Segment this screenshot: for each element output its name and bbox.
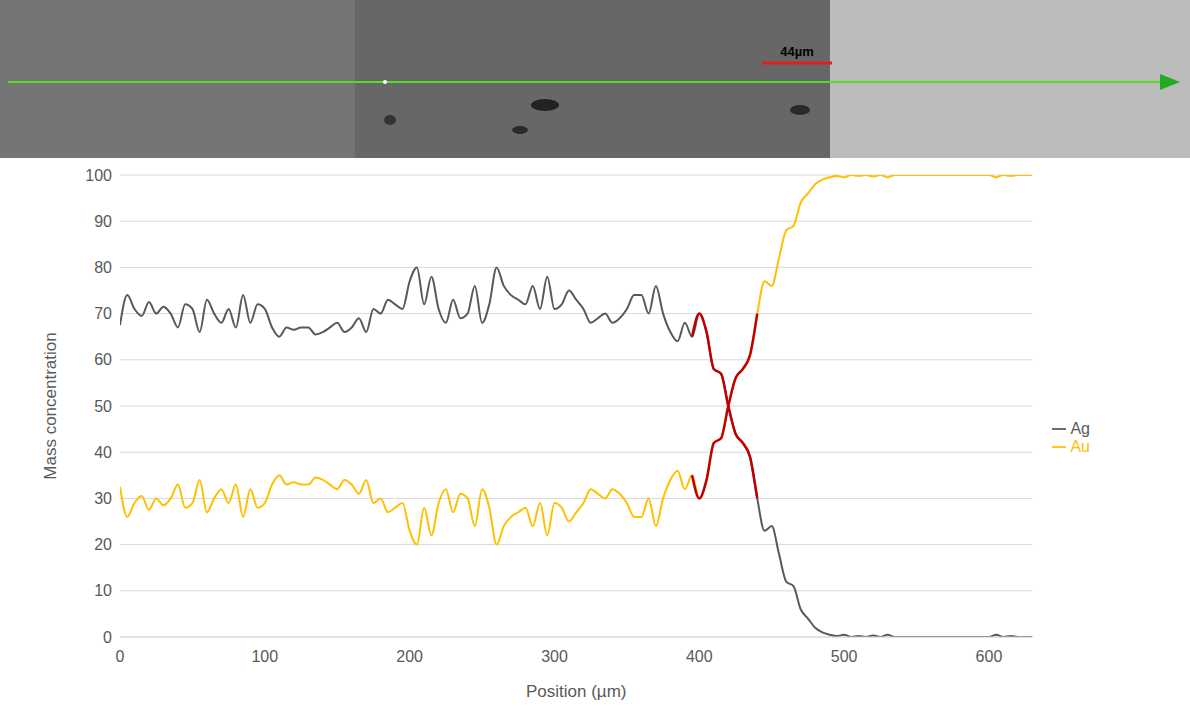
svg-text:30: 30 <box>94 490 112 507</box>
svg-text:600: 600 <box>976 648 1003 665</box>
svg-text:40: 40 <box>94 444 112 461</box>
html-text:Ag: Ag <box>1070 419 1090 437</box>
svg-text:500: 500 <box>831 648 858 665</box>
svg-text:0: 0 <box>116 648 125 665</box>
svg-text:44µm: 44µm <box>780 44 814 59</box>
html-text:Au: Au <box>1070 437 1090 455</box>
svg-text:Mass concentration: Mass concentration <box>41 332 60 479</box>
svg-text:50: 50 <box>94 398 112 415</box>
svg-text:0: 0 <box>103 629 112 646</box>
svg-text:20: 20 <box>94 536 112 553</box>
svg-text:300: 300 <box>541 648 568 665</box>
svg-text:10: 10 <box>94 582 112 599</box>
svg-text:60: 60 <box>94 351 112 368</box>
svg-text:70: 70 <box>94 305 112 322</box>
svg-text:400: 400 <box>686 648 713 665</box>
svg-text:100: 100 <box>85 167 112 184</box>
svg-text:100: 100 <box>251 648 278 665</box>
svg-text:200: 200 <box>396 648 423 665</box>
svg-text:80: 80 <box>94 259 112 276</box>
svg-text:90: 90 <box>94 213 112 230</box>
svg-text:Position (µm): Position (µm) <box>526 682 626 701</box>
